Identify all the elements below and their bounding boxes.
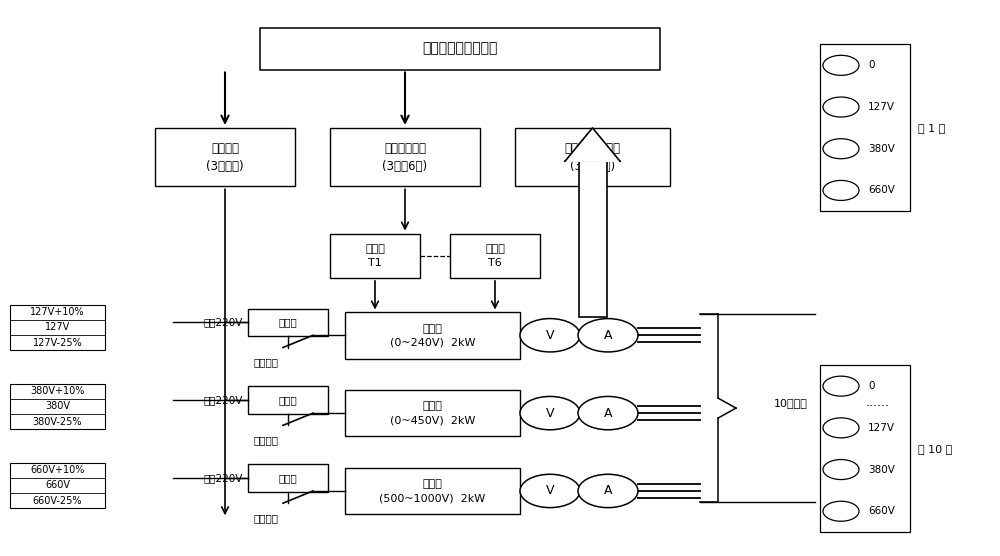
FancyBboxPatch shape [260,28,660,70]
FancyBboxPatch shape [10,463,105,508]
FancyBboxPatch shape [330,128,480,186]
Text: 10台并接: 10台并接 [774,398,808,408]
Circle shape [578,319,638,352]
FancyBboxPatch shape [345,312,520,359]
FancyBboxPatch shape [345,390,520,436]
Text: 调压控制信号
(3组共6路): 调压控制信号 (3组共6路) [382,142,428,172]
Text: 手控空开: 手控空开 [253,358,278,368]
FancyBboxPatch shape [820,44,910,211]
Circle shape [520,319,580,352]
Text: 127V-25%: 127V-25% [33,337,82,348]
FancyBboxPatch shape [578,161,606,317]
Text: 127V: 127V [868,423,895,433]
FancyBboxPatch shape [248,464,328,492]
Text: 660V: 660V [45,480,70,490]
Text: 输入220V: 输入220V [204,317,243,327]
Text: 调压器
(0~450V)  2kW: 调压器 (0~450V) 2kW [390,401,475,425]
Circle shape [823,459,859,479]
Text: 手控空开: 手控空开 [253,435,278,445]
Circle shape [823,502,859,522]
Text: 660V+10%: 660V+10% [30,465,85,475]
FancyBboxPatch shape [10,384,105,429]
Text: 第 1 台: 第 1 台 [918,123,945,133]
Text: V: V [546,484,554,498]
Text: 380V: 380V [868,144,895,153]
FancyBboxPatch shape [248,309,328,336]
Circle shape [823,181,859,201]
Text: 第 10 台: 第 10 台 [918,444,952,454]
Text: 0: 0 [868,381,874,391]
Text: A: A [604,329,612,342]
Text: 输入220V: 输入220V [204,473,243,483]
FancyBboxPatch shape [330,234,420,278]
Circle shape [823,97,859,117]
Text: ......: ...... [866,396,890,409]
FancyBboxPatch shape [345,468,520,514]
FancyBboxPatch shape [155,128,295,186]
Text: 127V: 127V [45,322,70,332]
FancyBboxPatch shape [450,234,540,278]
Text: 380V+10%: 380V+10% [30,386,85,396]
Text: 0: 0 [868,61,874,70]
Text: V: V [546,329,554,342]
Text: 输入220V: 输入220V [204,395,243,405]
Circle shape [520,474,580,508]
Text: 继电器: 继电器 [279,473,297,483]
Circle shape [578,474,638,508]
Text: 手控空开: 手控空开 [253,513,278,523]
Text: V: V [546,406,554,420]
Circle shape [823,56,859,75]
Circle shape [578,396,638,430]
Circle shape [823,139,859,159]
Text: 调压器
(500~1000V)  2kW: 调压器 (500~1000V) 2kW [379,479,486,503]
Text: 继电器
T6: 继电器 T6 [485,244,505,268]
Text: 127V: 127V [868,102,895,112]
Text: A: A [604,484,612,498]
Circle shape [823,376,859,396]
Text: 380V: 380V [868,465,895,474]
Text: 380V-25%: 380V-25% [33,416,82,426]
Text: 127V+10%: 127V+10% [30,307,85,317]
FancyBboxPatch shape [10,305,105,350]
FancyBboxPatch shape [820,365,910,532]
Text: 继电器: 继电器 [279,395,297,405]
Text: 控制信号
(3路互锁): 控制信号 (3路互锁) [206,142,244,172]
FancyBboxPatch shape [515,128,670,186]
Text: 继电器
T1: 继电器 T1 [365,244,385,268]
Polygon shape [565,128,620,161]
Text: 交流电压电流信号
(3组共6路): 交流电压电流信号 (3组共6路) [564,142,620,172]
Text: 380V: 380V [45,401,70,411]
Text: 信号采集与控制单元: 信号采集与控制单元 [422,42,498,56]
Circle shape [520,396,580,430]
Text: 660V-25%: 660V-25% [33,495,82,505]
Text: 660V: 660V [868,507,895,516]
Text: 调压器
(0~240V)  2kW: 调压器 (0~240V) 2kW [390,324,475,348]
Text: 继电器: 继电器 [279,317,297,327]
FancyBboxPatch shape [248,386,328,414]
Text: 660V: 660V [868,186,895,195]
Text: A: A [604,406,612,420]
Circle shape [823,418,859,438]
